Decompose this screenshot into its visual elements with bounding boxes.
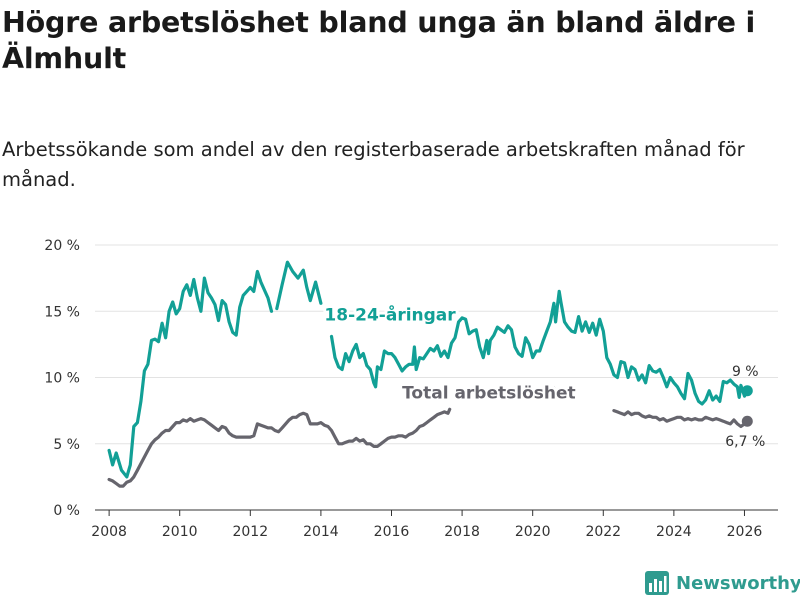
series-lines	[107, 260, 753, 488]
y-tick-label: 20 %	[44, 238, 80, 254]
x-tick-label: 2024	[656, 524, 692, 540]
bar-chart-icon	[645, 571, 669, 595]
x-tick-label: 2010	[162, 524, 198, 540]
chart-subtitle: Arbetssökande som andel av den registerb…	[2, 138, 745, 191]
x-tick-label: 2022	[585, 524, 621, 540]
series-label-total: Total arbetslöshet	[402, 384, 576, 404]
end-point-total	[741, 415, 753, 427]
end-point-youth	[741, 385, 753, 397]
series-label-youth: 18-24-åringar	[324, 304, 456, 326]
series-line-total	[107, 386, 749, 488]
x-tick-label: 2016	[374, 524, 410, 540]
newsworthy-logo: Newsworthy	[644, 570, 800, 596]
x-tick-label: 2026	[727, 524, 763, 540]
brand-name: Newsworthy	[676, 572, 800, 594]
axes: 0 % 5 % 10 % 15 % 20 % 2008 2010 2012 2014 2016 20…	[44, 238, 778, 540]
x-tick-label: 2012	[232, 524, 268, 540]
y-tick-label: 0 %	[53, 503, 80, 519]
end-label-total: 6,7 %	[725, 434, 765, 450]
x-tick-label: 2018	[444, 524, 480, 540]
x-tick-label: 2014	[303, 524, 339, 540]
end-label-youth: 9 %	[732, 364, 759, 380]
x-tick-label: 2020	[515, 524, 551, 540]
y-tick-label: 10 %	[44, 371, 80, 387]
y-tick-label: 5 %	[53, 437, 80, 453]
y-tick-label: 15 %	[44, 304, 80, 320]
chart-title: Högre arbetslöshet bland unga än bland ä…	[2, 6, 756, 75]
series-labels: 9 % 6,7 % 18-24-åringar Total arbetslöshet	[321, 301, 765, 451]
series-line-youth	[107, 260, 749, 479]
x-tick-label: 2008	[91, 524, 127, 540]
